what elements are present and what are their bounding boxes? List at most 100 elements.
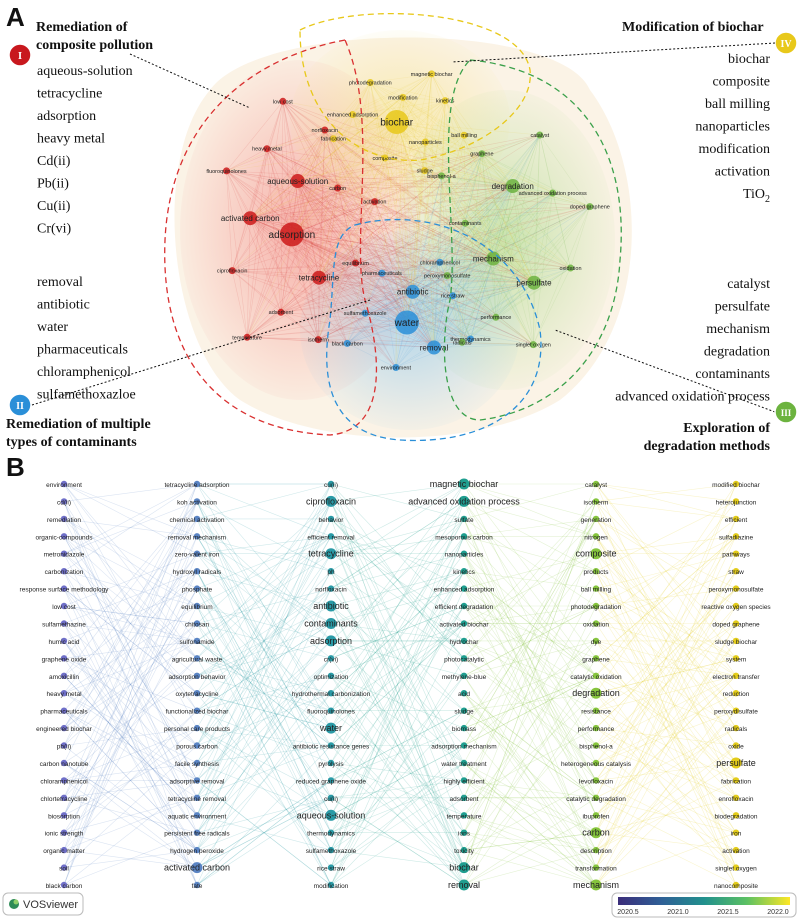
network-link bbox=[464, 153, 483, 224]
timeline-label-sulfate: sulfate bbox=[454, 517, 474, 524]
timeline-link bbox=[595, 536, 737, 833]
network-link bbox=[250, 217, 320, 278]
network-link bbox=[396, 121, 471, 340]
network-link bbox=[424, 134, 465, 171]
node-label-fluoroquinolones: fluoroquinolones bbox=[206, 169, 247, 175]
timeline-link bbox=[330, 710, 465, 851]
timeline-link bbox=[196, 501, 332, 781]
timeline-label-carbon: carbon bbox=[582, 828, 610, 838]
timeline-link bbox=[63, 849, 198, 868]
timeline-node-black-carbon bbox=[60, 881, 68, 889]
timeline-label-pharmaceuticals: pharmaceuticals bbox=[40, 709, 88, 716]
timeline-node-highly-efficient bbox=[460, 777, 468, 784]
timeline-link bbox=[330, 623, 465, 868]
cluster-iii-badge-label: III bbox=[781, 408, 792, 418]
timeline-link bbox=[63, 536, 198, 607]
timeline-link bbox=[63, 553, 198, 729]
cluster-i-keywords: aqueous-solutiontetracyclineadsorptionhe… bbox=[37, 64, 133, 237]
timeline-link bbox=[196, 553, 332, 659]
timeline-label-phosphate: phosphate bbox=[182, 587, 213, 594]
network-link bbox=[297, 141, 426, 182]
logo-text: VOSviewer bbox=[23, 899, 78, 911]
network-link bbox=[355, 258, 494, 264]
timeline-node-aqueous-solution bbox=[325, 809, 337, 821]
timeline-label-black-carbon: black carbon bbox=[46, 883, 83, 890]
network-link bbox=[297, 180, 413, 293]
timeline-link bbox=[463, 832, 597, 851]
node-performance bbox=[492, 313, 500, 321]
timeline-link bbox=[63, 623, 198, 886]
timeline-link bbox=[595, 693, 737, 886]
timeline-link bbox=[330, 518, 465, 554]
network-link bbox=[384, 157, 413, 292]
timeline-link bbox=[330, 501, 465, 833]
timeline-node-heterogeneous-catalysis bbox=[592, 759, 600, 767]
node-oxidation bbox=[567, 264, 574, 272]
network-link bbox=[346, 185, 513, 344]
network-link bbox=[370, 82, 435, 348]
network-link bbox=[318, 187, 338, 278]
timeline-label-electron-transfer: electron transfer bbox=[713, 674, 761, 681]
network-link bbox=[318, 258, 494, 340]
network-link bbox=[374, 201, 535, 283]
timeline-link bbox=[63, 571, 198, 868]
network-link bbox=[291, 234, 571, 269]
timeline-link bbox=[595, 518, 737, 624]
timeline-label-adsorption-behavior: adsorption behavior bbox=[168, 674, 226, 681]
network-link bbox=[412, 291, 435, 348]
timeline-link bbox=[196, 588, 332, 746]
network-link bbox=[250, 217, 408, 323]
timeline-link bbox=[463, 588, 597, 833]
network-link bbox=[318, 275, 448, 340]
network-link bbox=[226, 170, 338, 189]
timeline-link bbox=[463, 501, 597, 659]
timeline-link bbox=[63, 588, 198, 746]
network-link bbox=[318, 277, 366, 314]
network-link bbox=[318, 267, 571, 278]
timeline-link bbox=[196, 536, 332, 572]
network-link bbox=[266, 148, 513, 187]
timeline-link bbox=[330, 483, 465, 886]
network-link bbox=[297, 180, 535, 283]
network-link bbox=[384, 157, 408, 323]
timeline-link bbox=[330, 536, 465, 868]
network-link bbox=[232, 270, 435, 348]
network-link bbox=[355, 262, 383, 274]
timeline-link bbox=[595, 623, 737, 868]
timeline-link bbox=[196, 483, 332, 537]
node-temperature bbox=[243, 333, 251, 341]
timeline-link bbox=[63, 588, 198, 816]
timeline-label-remediation: remediation bbox=[47, 517, 81, 524]
timeline-link bbox=[196, 483, 332, 520]
timeline-overlay: environmentcd(ii)remediationorganic-comp… bbox=[0, 476, 800, 921]
network-link bbox=[433, 344, 534, 348]
timeline-label-biochar: biochar bbox=[449, 863, 479, 873]
network-map: biocharmodificationnanoparticlesenhanced… bbox=[164, 12, 632, 442]
timeline-link bbox=[63, 588, 198, 851]
timeline-link bbox=[196, 588, 332, 711]
network-link bbox=[297, 180, 366, 314]
timeline-link bbox=[330, 536, 465, 711]
timeline-node-modified-biochar bbox=[732, 480, 740, 488]
network-link bbox=[396, 121, 413, 292]
timeline-link bbox=[196, 658, 332, 694]
network-link bbox=[539, 134, 571, 269]
timeline-link bbox=[595, 483, 737, 833]
network-link bbox=[280, 185, 513, 313]
network-link bbox=[412, 267, 571, 293]
timeline-link bbox=[196, 501, 332, 624]
timeline-link bbox=[330, 623, 465, 746]
timeline-link bbox=[463, 536, 597, 677]
timeline-link bbox=[463, 518, 597, 798]
timeline-label-amoxicillin: amoxicillin bbox=[49, 674, 79, 681]
timeline-label-water: water bbox=[319, 723, 342, 733]
timeline-label-degradation: degradation bbox=[572, 688, 620, 698]
timeline-link bbox=[463, 780, 597, 833]
node-label-tetracycline: tetracycline bbox=[299, 274, 340, 283]
network-link bbox=[226, 170, 513, 187]
network-link bbox=[533, 134, 541, 345]
cluster-iii-title-line-2: degradation methods bbox=[644, 439, 771, 454]
network-link bbox=[370, 82, 386, 159]
timeline-link bbox=[63, 536, 198, 781]
timeline-link bbox=[63, 483, 198, 572]
